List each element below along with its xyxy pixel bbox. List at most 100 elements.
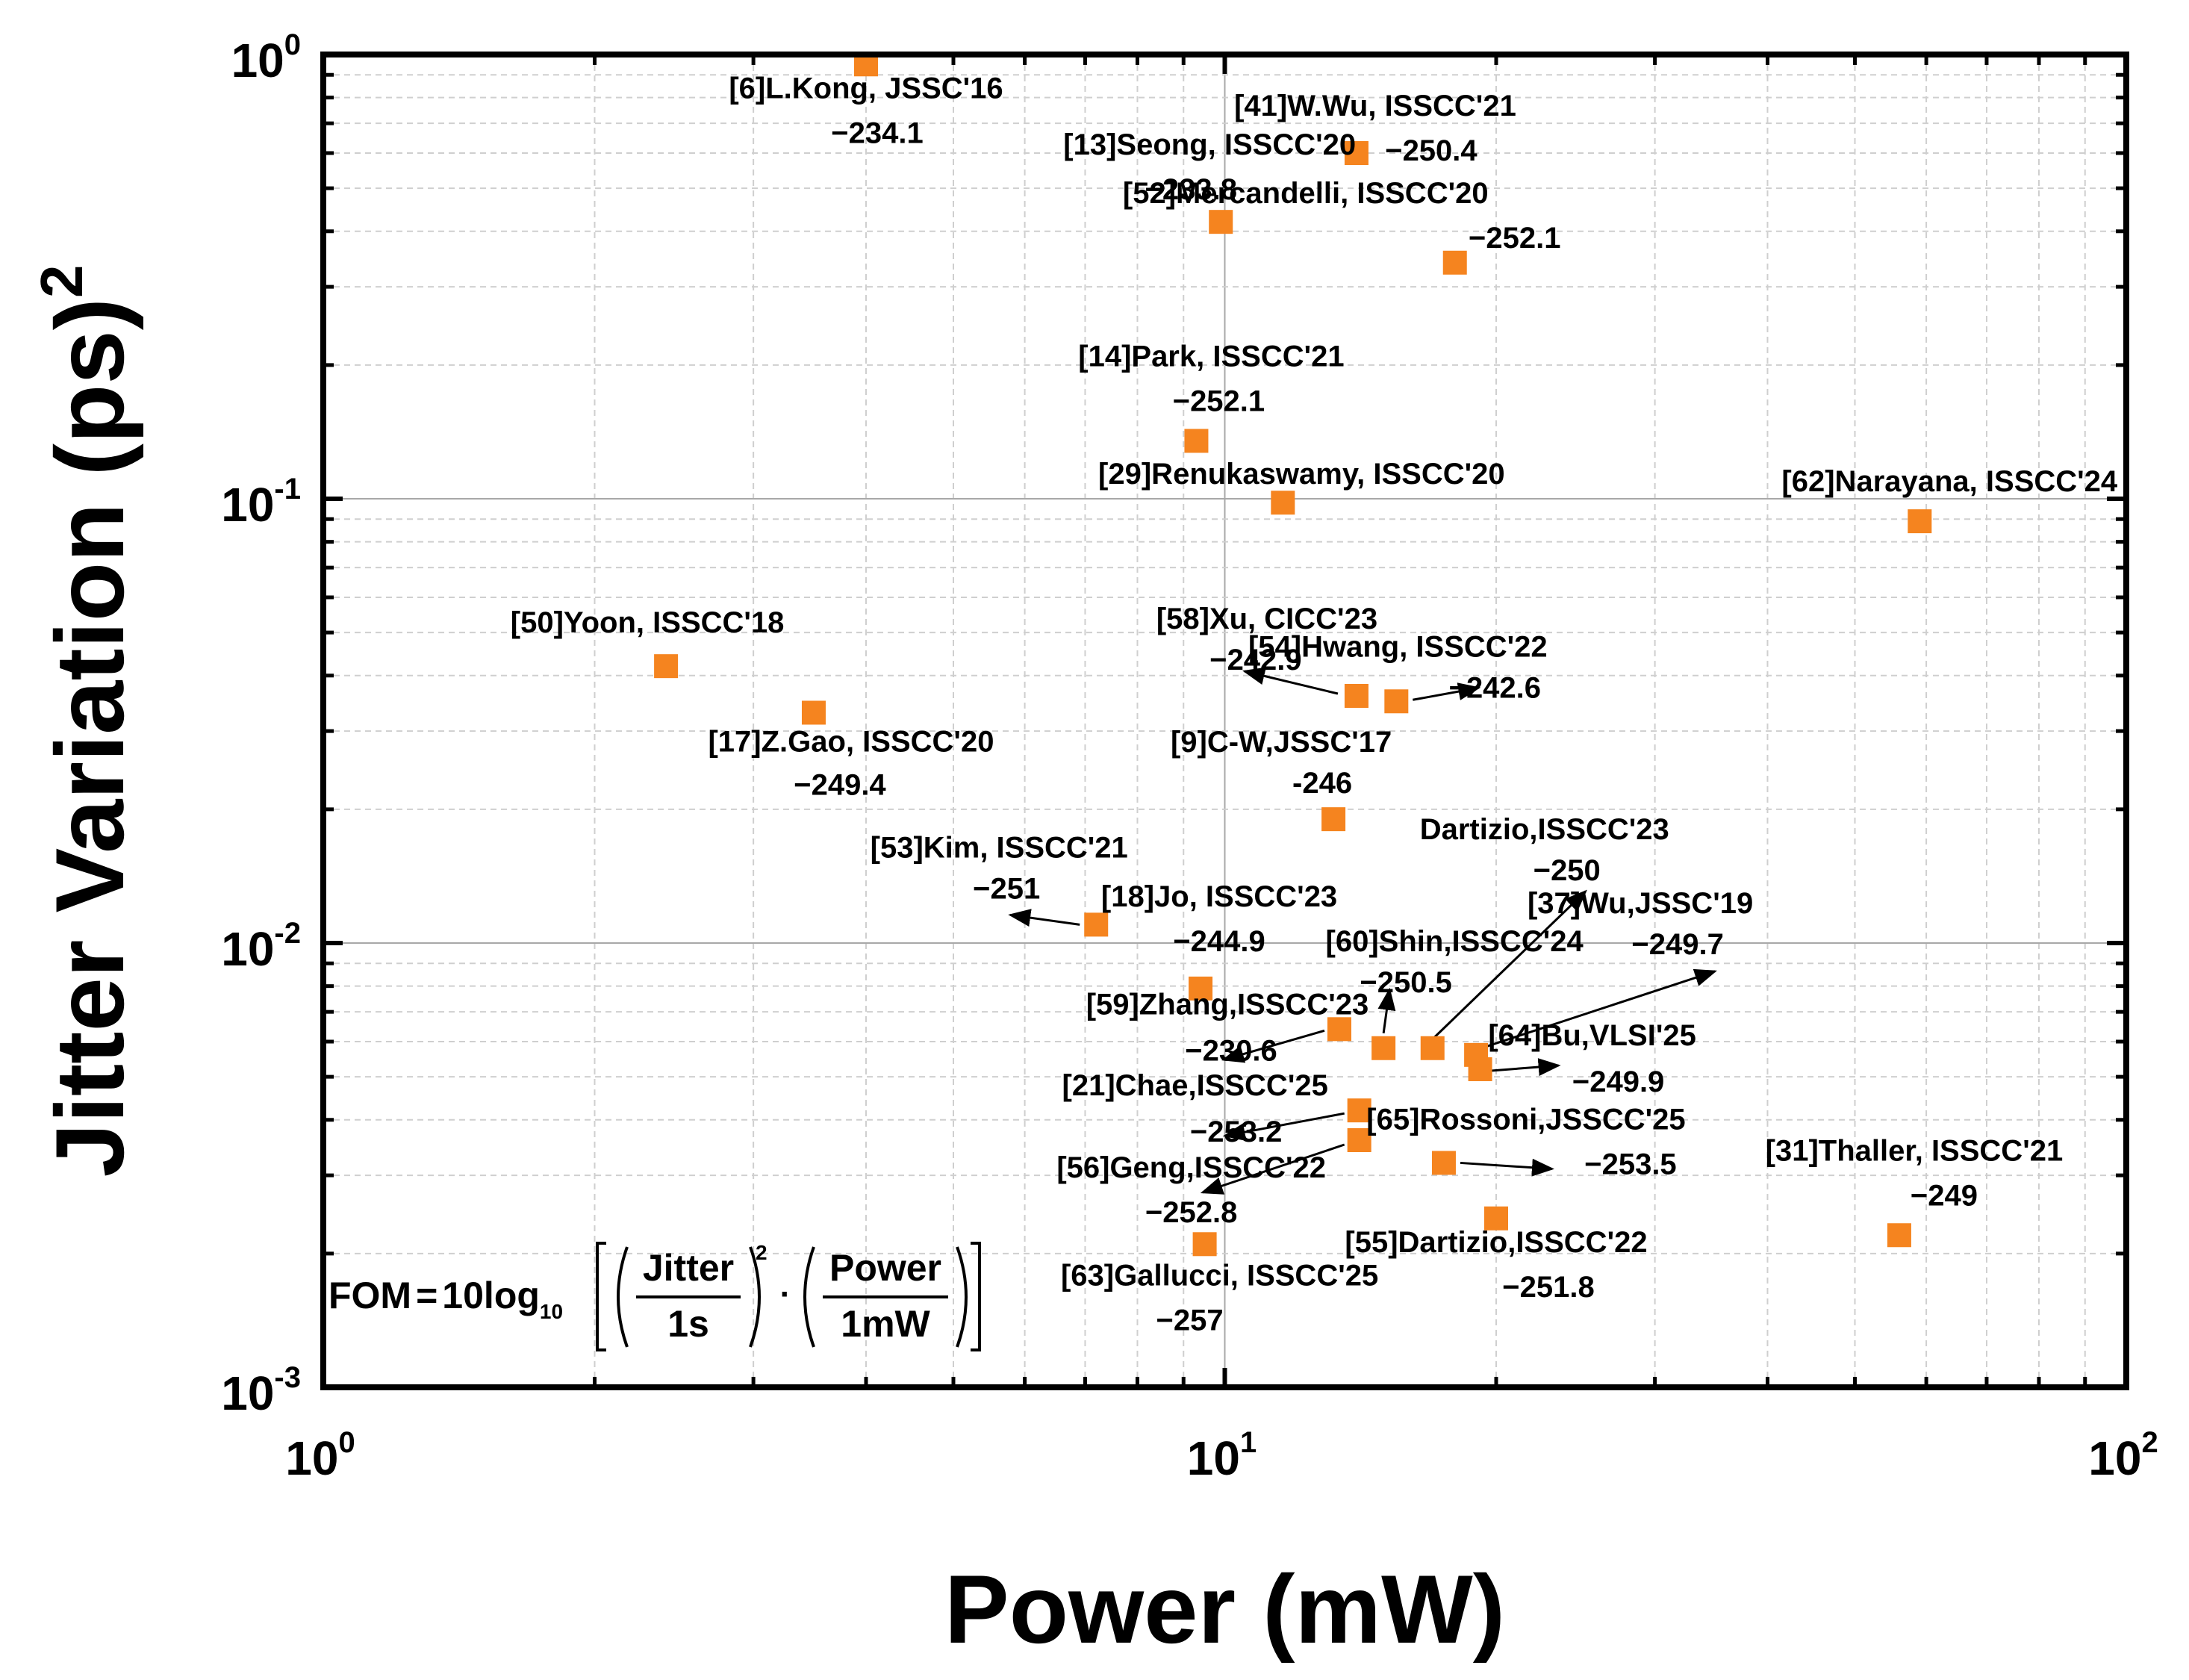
plot-frame [320,52,2129,1390]
point-ref-label: [9]C-W,JSSC'17 [1171,726,1392,759]
point-ref-label: [58]Xu, CICC'23 [1156,603,1377,635]
svg-text:Power: Power [829,1247,941,1289]
data-point [1887,1223,1911,1248]
point-fom-label: −252.1 [1469,222,1560,255]
annotation-arrow [1008,909,1080,927]
point-ref-label: [63]Gallucci, ISSCC'25 [1061,1259,1378,1292]
data-point [1192,1232,1217,1257]
point-ref-label: [53]Kim, ISSCC'21 [871,831,1128,864]
point-fom-label: −244.9 [1173,925,1265,958]
x-axis-title: Power (mW) [944,1555,1505,1664]
point-fom-label: −251 [973,872,1040,905]
data-point [1483,1206,1508,1231]
data-point [1384,689,1409,714]
y-tick-label: 10-3 [221,1361,301,1420]
svg-text:1s: 1s [667,1303,709,1345]
fom-formula: FOM = 10log10 Jitter 1s 2 · Power 1mW [328,1241,981,1351]
annotation-arrows [1008,667,1717,1195]
point-fom-label: −250.4 [1385,134,1478,167]
point-ref-label: [29]Renukaswamy, ISSCC'20 [1098,458,1505,491]
x-tick-label: 101 [1187,1426,1257,1485]
point-fom-label: −253.5 [1584,1148,1676,1180]
data-point [1347,1128,1371,1152]
point-fom-label: −252.8 [1145,1196,1237,1229]
point-ref-label: [21]Chae,ISSCC'25 [1062,1069,1328,1102]
data-point [1347,1098,1371,1123]
point-fom-label: −233.8 [1145,173,1236,206]
point-ref-label: [17]Z.Gao, ISSCC'20 [708,725,994,758]
y-tick-label: 10-1 [221,473,301,532]
point-fom-label: −230.6 [1185,1034,1277,1067]
point-fom-label: −250 [1533,854,1601,887]
svg-text:FOM=10log10: FOM = 10log10 [328,1275,563,1323]
point-labels: [6]L.Kong, JSSC'16 −234.1 [41]W.Wu, ISSCC'… [511,72,2118,1337]
point-ref-label: [37]Wu,JSSC'19 [1528,887,1753,920]
svg-text:·: · [780,1276,791,1313]
data-point [1371,1036,1396,1060]
data-point [1468,1057,1492,1081]
point-fom-label: −242.6 [1449,671,1541,704]
point-ref-label: [31]Thaller, ISSCC'21 [1766,1134,2064,1167]
point-ref-label: [18]Jo, ISSCC'23 [1101,880,1337,913]
point-ref-label: [64]Bu,VLSI'25 [1488,1019,1696,1052]
point-fom-label: −249.7 [1631,928,1723,961]
annotation-arrow [1483,968,1717,1049]
data-point [1431,1151,1456,1175]
point-ref-label: [55]Dartizio,ISSCC'22 [1345,1226,1647,1259]
annotation-arrow [1222,1112,1345,1141]
data-point [801,700,826,725]
point-fom-label: −234.1 [831,116,923,149]
point-ref-label: [14]Park, ISSCC'21 [1078,340,1344,373]
tick-labels: 100 101 102 10-3 10-2 10-1 100 [221,28,2158,1485]
annotation-arrow [1242,667,1339,695]
data-point [1321,807,1346,832]
point-ref-label: [52]Mercandelli, ISSCC'20 [1123,177,1489,210]
annotation-arrow [1491,1058,1561,1077]
point-ref-label: [65]Rossoni,JSSCC'25 [1366,1103,1685,1136]
x-tick-label: 100 [285,1426,355,1485]
annotation-arrow [1413,682,1481,701]
point-fom-label: −249 [1911,1179,1978,1212]
data-point [1209,210,1233,234]
y-axis-title: Jitter Variation (ps)2 [28,265,144,1177]
data-point [1184,429,1209,453]
data-point [1327,1017,1351,1042]
point-fom-label: −242.9 [1209,644,1301,676]
data-point [1344,141,1368,165]
svg-text:2: 2 [756,1241,767,1264]
svg-text:1mW: 1mW [841,1303,930,1345]
data-point [1084,912,1109,937]
point-ref-label: [13]Seong, ISSCC'20 [1063,128,1356,161]
annotation-arrow [1433,889,1587,1039]
point-ref-label: [50]Yoon, ISSCC'18 [511,606,785,639]
y-tick-label: 100 [231,28,301,87]
point-fom-label: −252.1 [1173,385,1265,417]
data-point [1189,976,1213,1001]
svg-text:Jitter: Jitter [643,1247,734,1289]
point-ref-label: [6]L.Kong, JSSC'16 [729,72,1003,105]
data-point [1908,509,1932,534]
point-fom-label: −249.4 [794,768,886,801]
point-ref-label: [41]W.Wu, ISSCC'21 [1234,90,1516,122]
data-point [654,654,679,679]
point-fom-label: −250.5 [1360,966,1451,999]
annotation-arrow [1200,1143,1345,1195]
point-ref-label: [54]Hwang, ISSCC'22 [1248,630,1548,663]
data-point [1344,684,1368,708]
point-ref-label: Dartizio,ISSCC'23 [1420,813,1669,846]
x-tick-label: 102 [2088,1426,2158,1485]
data-point [1442,250,1467,275]
point-ref-label: [59]Zhang,ISSCC'23 [1086,988,1368,1021]
point-fom-label: -246 [1292,767,1352,800]
annotation-arrow [1460,1158,1554,1177]
point-fom-label: −253.2 [1190,1116,1282,1148]
annotation-arrow [1221,1029,1325,1063]
point-fom-label: −251.8 [1502,1271,1594,1304]
data-point [1420,1036,1445,1060]
grid-lines [323,55,2126,1387]
point-ref-label: [60]Shin,ISSCC'24 [1326,925,1584,958]
point-ref-label: [62]Narayana, ISSCC'24 [1781,465,2117,498]
point-fom-label: −257 [1156,1304,1224,1337]
data-point [1271,491,1295,515]
